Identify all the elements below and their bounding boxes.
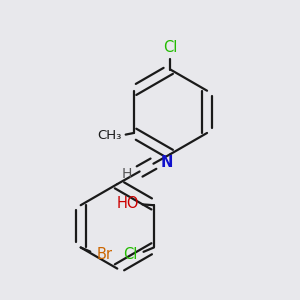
Text: H: H [122,167,132,181]
Text: Cl: Cl [123,247,137,262]
Text: Br: Br [97,247,113,262]
Text: N: N [161,155,173,170]
Text: CH₃: CH₃ [97,129,122,142]
Text: HO: HO [116,196,139,211]
Text: Cl: Cl [163,40,178,55]
